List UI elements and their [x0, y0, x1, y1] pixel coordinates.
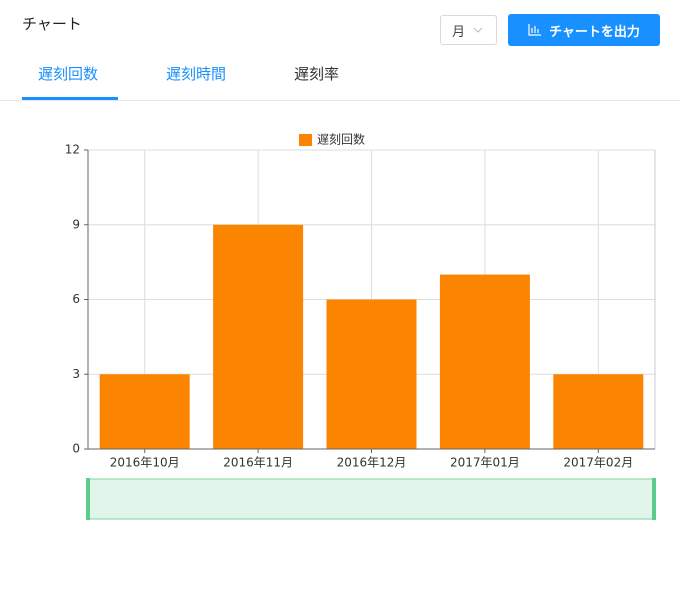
zoom-handle[interactable]: [652, 478, 656, 520]
x-tick-label: 2016年10月: [110, 456, 180, 470]
export-label: チャートを出力: [549, 24, 640, 40]
tab[interactable]: 遅刻回数: [38, 65, 99, 83]
y-tick-label: 3: [72, 367, 80, 381]
x-tick-label: 2016年11月: [223, 456, 293, 470]
bar: [439, 274, 530, 449]
period-value: 月: [452, 24, 466, 40]
y-tick-label: 6: [72, 292, 80, 306]
bar: [99, 374, 190, 449]
tab[interactable]: 遅刻率: [294, 65, 340, 83]
tab[interactable]: 遅刻時間: [166, 65, 227, 83]
export-button[interactable]: チャートを出力: [508, 14, 660, 46]
bar: [326, 299, 417, 449]
chevron: [473, 27, 483, 33]
legend-label: 遅刻回数: [317, 132, 365, 147]
y-tick-label: 12: [65, 143, 80, 157]
legend-swatch: [299, 134, 312, 146]
y-tick-label: 0: [72, 442, 80, 456]
x-tick-label: 2017年01月: [450, 456, 520, 470]
chart-icon: [528, 24, 542, 36]
x-tick-label: 2017年02月: [563, 456, 633, 470]
page-title: チャート: [22, 15, 82, 33]
x-tick-label: 2016年12月: [337, 456, 407, 470]
bar: [213, 224, 304, 449]
bar: [553, 374, 644, 449]
zoom-handle[interactable]: [86, 478, 90, 520]
zoom-slider[interactable]: [86, 478, 656, 520]
period-select[interactable]: 月: [440, 15, 497, 45]
divider: [0, 100, 680, 101]
tab-indicator: [22, 97, 118, 100]
y-tick-label: 9: [72, 217, 80, 231]
